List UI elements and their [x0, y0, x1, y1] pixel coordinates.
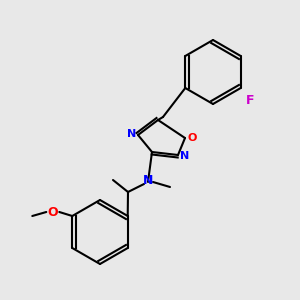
Text: N: N [180, 151, 189, 161]
Text: O: O [187, 133, 196, 143]
Text: N: N [143, 175, 153, 188]
Text: N: N [127, 129, 136, 139]
Text: F: F [246, 94, 254, 107]
Text: O: O [47, 206, 58, 218]
